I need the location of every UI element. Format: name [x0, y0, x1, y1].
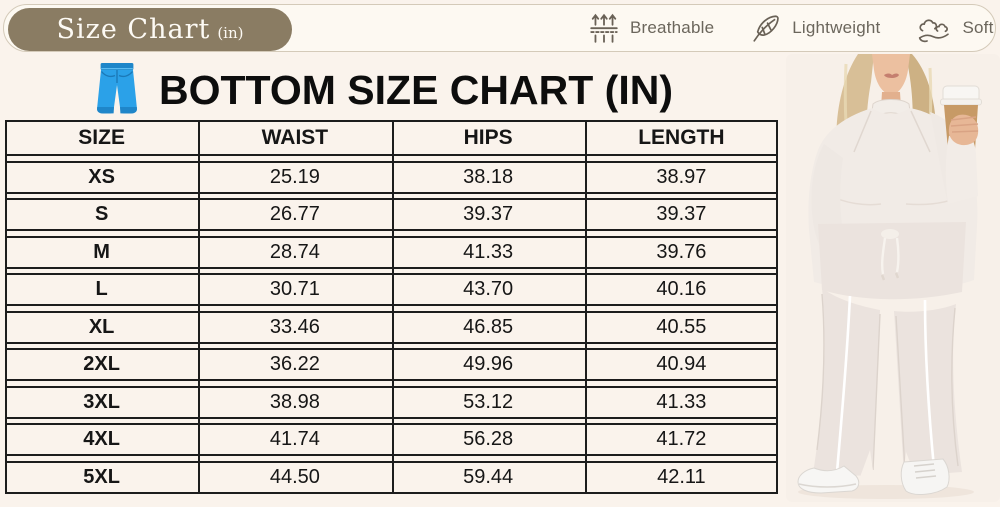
- cell-value: 30.71: [269, 278, 320, 300]
- cell-size: S: [94, 203, 109, 225]
- feature-soft: Soft: [916, 12, 993, 44]
- cell-value: 41.33: [463, 240, 514, 263]
- cell-value: 36.22: [269, 353, 320, 375]
- cell-value: 39.76: [656, 240, 707, 263]
- title-row: BOTTOM SIZE CHART (IN): [95, 60, 673, 121]
- column-header: WAIST: [261, 126, 329, 149]
- size-table: SIZE WAIST HIPS LENGTH XS 25.19 38.18 38.97 S 26.…: [5, 120, 778, 494]
- feature-label: Lightweight: [792, 18, 881, 37]
- cell-size: XS: [88, 165, 115, 188]
- feather-icon: [750, 12, 782, 44]
- cell-value: 33.46: [269, 315, 320, 338]
- model-photo: [786, 54, 1000, 502]
- size-table-rows: SIZE WAIST HIPS LENGTH XS 25.19 38.18 38.97 S 26.…: [5, 120, 778, 494]
- cell-value: 39.37: [656, 203, 707, 225]
- cell-value: 41.74: [269, 428, 320, 450]
- cell-value: 41.33: [656, 390, 707, 413]
- cell-value: 40.94: [656, 353, 707, 375]
- table-grid-line: [198, 120, 201, 494]
- cell-value: 53.12: [463, 390, 514, 413]
- cell-value: 40.16: [656, 278, 707, 300]
- cell-value: 41.72: [656, 428, 707, 450]
- cell-size: 5XL: [83, 465, 120, 488]
- table-grid-line: [391, 120, 394, 494]
- table-grid-line: [584, 120, 587, 494]
- cell-size: XL: [88, 315, 115, 338]
- cell-value: 38.98: [269, 390, 320, 413]
- cell-value: 49.96: [463, 353, 514, 375]
- cell-value: 38.97: [656, 165, 707, 188]
- feature-lightweight: Lightweight: [750, 12, 880, 44]
- cell-value: 59.44: [463, 465, 514, 488]
- cell-value: 44.50: [269, 465, 320, 488]
- cell-size: 4XL: [83, 428, 120, 450]
- cell-size: 2XL: [83, 353, 120, 375]
- page-title: BOTTOM SIZE CHART (IN): [159, 67, 673, 113]
- cell-size: L: [95, 278, 108, 300]
- cell-value: 25.19: [269, 165, 320, 188]
- cell-value: 43.70: [463, 278, 514, 300]
- cloud-hand-icon: [916, 12, 952, 44]
- cell-value: 56.28: [463, 428, 514, 450]
- feature-list: Breathable Lightweight Soft: [588, 4, 994, 52]
- feature-label: Breathable: [630, 18, 715, 37]
- feature-breathable: Breathable: [588, 12, 714, 44]
- cell-value: 28.74: [269, 240, 320, 263]
- cell-value: 42.11: [657, 465, 706, 488]
- column-header: SIZE: [78, 126, 125, 149]
- cell-value: 39.37: [463, 203, 514, 225]
- badge-unit: (in): [217, 23, 244, 42]
- cell-value: 38.18: [463, 165, 514, 188]
- cell-size: 3XL: [83, 390, 120, 413]
- column-header: HIPS: [463, 126, 513, 149]
- jeans-icon: [95, 60, 139, 121]
- cell-value: 26.77: [269, 203, 320, 225]
- table-grid-line: [5, 120, 7, 494]
- table-grid-line: [776, 120, 778, 494]
- feature-label: Soft: [962, 18, 994, 37]
- column-header: LENGTH: [638, 126, 725, 149]
- cell-value: 40.55: [656, 315, 707, 338]
- cell-value: 46.85: [463, 315, 514, 338]
- badge-title: Size Chart: [56, 14, 211, 45]
- cell-size: M: [93, 240, 110, 263]
- breathable-icon: [588, 12, 620, 44]
- size-chart-badge: Size Chart (in): [8, 8, 292, 51]
